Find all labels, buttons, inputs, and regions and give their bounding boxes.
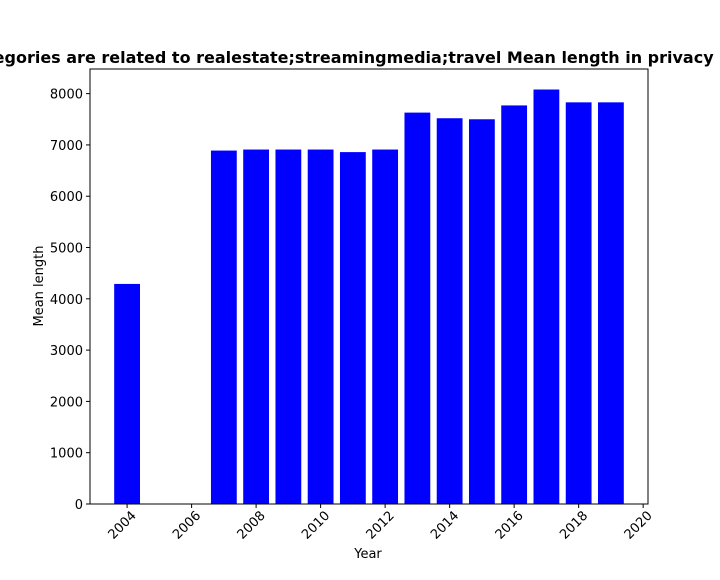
x-tick-label: 2016 xyxy=(493,509,527,543)
y-tick-label: 3000 xyxy=(50,344,83,359)
bar-2014 xyxy=(436,118,463,504)
y-tick-label: 1000 xyxy=(50,447,83,462)
y-tick-label: 0 xyxy=(75,498,83,513)
y-tick-label: 8000 xyxy=(50,88,83,103)
y-tick-label: 6000 xyxy=(50,190,83,205)
x-tick-label: 2004 xyxy=(106,509,140,543)
chart-title: Categories are related to realestate;str… xyxy=(0,48,720,67)
bar-2015 xyxy=(468,119,495,504)
bar-group xyxy=(114,89,624,505)
bar-2009 xyxy=(275,149,302,504)
x-axis-label: Year xyxy=(353,547,382,562)
x-tick-label: 2014 xyxy=(428,509,462,543)
bar-2004 xyxy=(114,283,140,504)
bar-2007 xyxy=(210,150,237,504)
bar-2019 xyxy=(598,102,624,504)
bar-2017 xyxy=(533,89,560,505)
x-tick-label: 2006 xyxy=(170,509,204,543)
x-tick-label: 2010 xyxy=(299,509,333,543)
bar-2011 xyxy=(339,152,366,504)
bar-2008 xyxy=(243,149,270,504)
bar-2016 xyxy=(501,105,528,504)
y-axis-label: Mean length xyxy=(32,246,47,327)
x-tick-label: 2020 xyxy=(622,509,656,543)
x-axis-ticks: 2004 2006 2008 2010 2012 2014 2016 2018 2020 xyxy=(106,504,656,543)
y-tick-label: 2000 xyxy=(50,395,83,410)
y-tick-label: 7000 xyxy=(50,139,83,154)
plot-frame xyxy=(89,68,649,505)
bar-2010 xyxy=(307,149,334,504)
bar-2012 xyxy=(372,149,399,504)
x-tick-label: 2012 xyxy=(364,509,398,543)
y-tick-label: 5000 xyxy=(50,242,83,257)
x-tick-label: 2008 xyxy=(235,509,269,543)
y-axis-ticks: 0 1000 2000 3000 4000 5000 6000 7000 8000 xyxy=(50,88,90,513)
y-tick-label: 4000 xyxy=(50,293,83,308)
bar-2013 xyxy=(404,112,431,504)
x-tick-label: 2018 xyxy=(557,509,591,543)
bar-2018 xyxy=(565,102,592,504)
